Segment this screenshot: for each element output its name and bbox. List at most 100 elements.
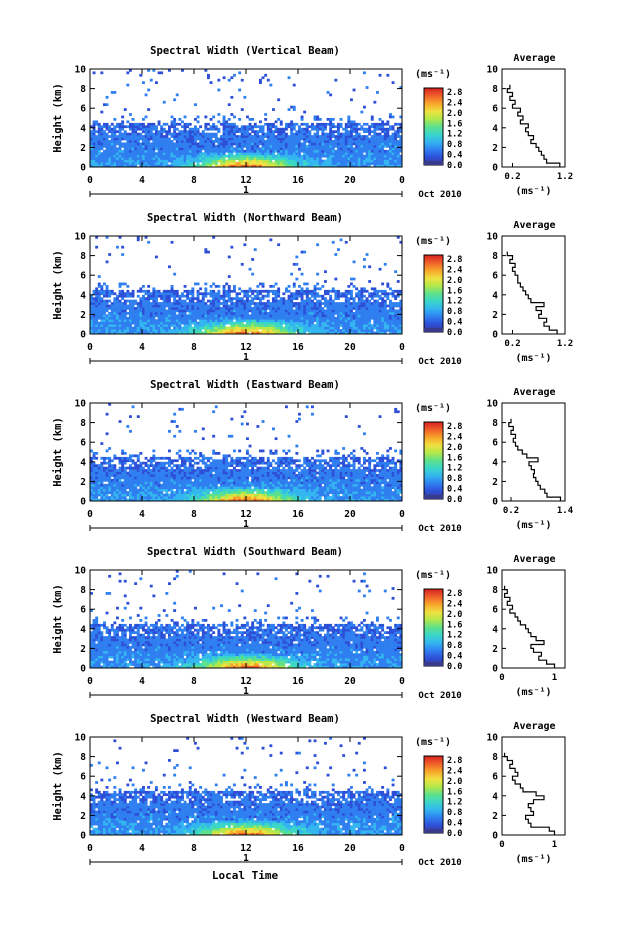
y-tick-label: 4 bbox=[80, 123, 86, 134]
colorbar-tick-label: 0.8 bbox=[447, 474, 462, 484]
colorbar bbox=[424, 756, 443, 833]
profile-y-tick: 0 bbox=[492, 163, 498, 174]
colorbar-tick-label: 1.6 bbox=[447, 119, 462, 129]
y-tick-label: 6 bbox=[80, 271, 86, 282]
profile-line bbox=[505, 586, 555, 668]
profile-y-tick: 10 bbox=[487, 399, 499, 410]
profile-y-tick: 2 bbox=[492, 143, 498, 154]
y-tick-label: 4 bbox=[80, 791, 86, 802]
y-axis-label: Height (km) bbox=[52, 584, 64, 654]
colorbar-tick-label: 2.4 bbox=[447, 766, 462, 776]
colorbar bbox=[424, 422, 443, 499]
y-tick-label: 2 bbox=[80, 811, 86, 822]
profile-x-tick: 0 bbox=[499, 673, 504, 683]
date-marker: 1 bbox=[243, 519, 249, 530]
colorbar-tick-label: 0.8 bbox=[447, 307, 462, 317]
profile-y-tick: 10 bbox=[487, 65, 499, 76]
y-tick-label: 2 bbox=[80, 644, 86, 655]
y-tick-label: 8 bbox=[80, 585, 86, 596]
colorbar-tick-label: 0.4 bbox=[447, 652, 462, 662]
x-tick-label: 0 bbox=[87, 843, 93, 854]
y-tick-label: 10 bbox=[75, 232, 87, 243]
colorbar-tick-label: 0.0 bbox=[447, 495, 462, 505]
profile-x-tick: 0.2 bbox=[503, 506, 519, 516]
colorbar-tick-label: 0.0 bbox=[447, 662, 462, 672]
x-tick-label: 4 bbox=[139, 509, 145, 520]
profile-x-label: (ms⁻¹) bbox=[515, 520, 551, 531]
profile-y-tick: 2 bbox=[492, 477, 498, 488]
profile-frame bbox=[502, 403, 565, 501]
x-tick-label: 0 bbox=[87, 509, 93, 520]
profile-line bbox=[507, 252, 557, 334]
profile-title: Average bbox=[513, 220, 555, 231]
x-tick-label: 16 bbox=[292, 676, 304, 687]
date-label: Oct 2010 bbox=[418, 524, 461, 534]
colorbar-tick-label: 1.2 bbox=[447, 798, 462, 808]
colorbar-tick-label: 0.8 bbox=[447, 641, 462, 651]
profile-frame bbox=[502, 236, 565, 334]
colorbar-tick-label: 2.4 bbox=[447, 265, 462, 275]
colorbar-unit: (ms⁻¹) bbox=[415, 69, 451, 80]
y-tick-label: 10 bbox=[75, 566, 87, 577]
y-tick-label: 10 bbox=[75, 65, 87, 76]
x-tick-label: 20 bbox=[344, 342, 356, 353]
profile-y-tick: 8 bbox=[492, 752, 498, 763]
panel-title: Spectral Width (Vertical Beam) bbox=[150, 45, 340, 57]
x-tick-label: 0 bbox=[399, 175, 405, 186]
colorbar-tick-label: 1.6 bbox=[447, 453, 462, 463]
profile-title: Average bbox=[513, 721, 555, 732]
heatmap-cells bbox=[90, 236, 402, 334]
colorbar bbox=[424, 88, 443, 165]
colorbar-tick-label: 2.0 bbox=[447, 777, 462, 787]
profile-y-tick: 8 bbox=[492, 84, 498, 95]
profile-y-tick: 4 bbox=[492, 290, 498, 301]
colorbar-unit: (ms⁻¹) bbox=[415, 570, 451, 581]
profile-y-tick: 6 bbox=[492, 438, 498, 449]
heatmap-cells bbox=[90, 69, 402, 167]
profile-frame bbox=[502, 69, 565, 167]
profile-x-tick: 0.2 bbox=[504, 172, 520, 182]
date-label: Oct 2010 bbox=[418, 858, 461, 868]
heatmap-cells bbox=[90, 403, 402, 501]
profile-x-label: (ms⁻¹) bbox=[515, 353, 551, 364]
profile-x-tick: 1 bbox=[552, 673, 557, 683]
x-tick-label: 8 bbox=[191, 342, 197, 353]
colorbar-tick-label: 0.4 bbox=[447, 819, 462, 829]
profile-y-tick: 2 bbox=[492, 811, 498, 822]
beam-panel: Spectral Width (Southward Beam)0246810He… bbox=[52, 546, 565, 701]
y-axis-label: Height (km) bbox=[52, 250, 64, 320]
colorbar-tick-label: 1.2 bbox=[447, 464, 462, 474]
y-tick-label: 0 bbox=[80, 664, 86, 675]
colorbar-tick-label: 2.4 bbox=[447, 599, 462, 609]
profile-title: Average bbox=[513, 554, 555, 565]
colorbar-tick-label: 0.0 bbox=[447, 161, 462, 171]
profile-title: Average bbox=[513, 387, 555, 398]
panel-title: Spectral Width (Northward Beam) bbox=[147, 212, 343, 224]
x-tick-label: 0 bbox=[399, 509, 405, 520]
profile-x-tick: 1 bbox=[552, 840, 557, 850]
date-label: Oct 2010 bbox=[418, 691, 461, 701]
colorbar-unit: (ms⁻¹) bbox=[415, 737, 451, 748]
x-tick-label: 8 bbox=[191, 843, 197, 854]
date-marker: 1 bbox=[243, 352, 249, 363]
y-tick-label: 6 bbox=[80, 605, 86, 616]
colorbar-tick-label: 1.6 bbox=[447, 620, 462, 630]
x-tick-label: 20 bbox=[344, 676, 356, 687]
profile-y-tick: 6 bbox=[492, 104, 498, 115]
profile-y-tick: 8 bbox=[492, 251, 498, 262]
y-tick-label: 0 bbox=[80, 831, 86, 842]
colorbar bbox=[424, 589, 443, 666]
x-tick-label: 0 bbox=[399, 342, 405, 353]
y-tick-label: 0 bbox=[80, 330, 86, 341]
profile-frame bbox=[502, 570, 565, 668]
y-tick-label: 8 bbox=[80, 752, 86, 763]
x-tick-label: 20 bbox=[344, 509, 356, 520]
y-tick-label: 4 bbox=[80, 290, 86, 301]
colorbar-tick-label: 0.8 bbox=[447, 808, 462, 818]
colorbar-tick-label: 2.0 bbox=[447, 109, 462, 119]
y-axis-label: Height (km) bbox=[52, 751, 64, 821]
profile-x-tick: 0.2 bbox=[504, 339, 520, 349]
